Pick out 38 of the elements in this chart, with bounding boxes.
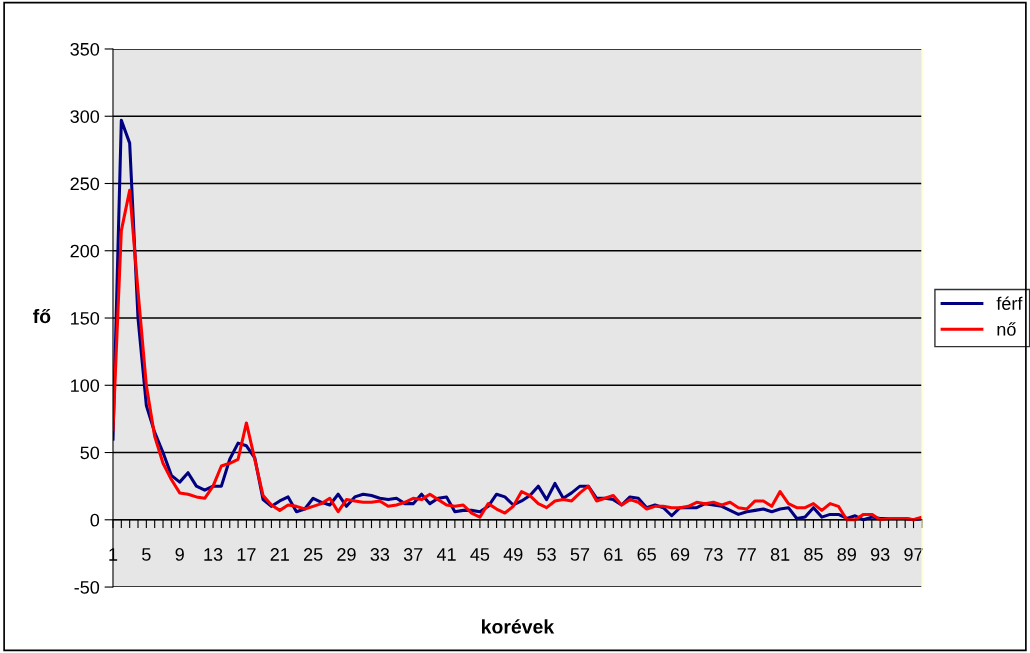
x-tick-label: 85 [804,548,823,561]
y-tick-label: 250 [70,177,100,191]
x-tick-label: 33 [370,548,390,561]
y-tick-label: 150 [71,311,100,325]
x-tick-label: 29 [337,548,356,561]
x-tick-label: 89 [837,548,856,561]
x-tick-label: 9 [175,548,184,561]
x-tick-label: 5 [142,548,151,561]
x-tick-label: 1 [109,548,118,561]
x-tick-label: 45 [470,548,490,561]
legend-label: férf [996,296,1023,310]
x-tick-label: 25 [303,548,323,561]
y-axis-title: fő [33,308,51,324]
y-tick-label: 300 [70,110,100,123]
y-tick-label: 350 [70,42,100,56]
x-tick-label: 17 [237,548,256,561]
y-tick-label: 50 [80,446,100,460]
x-tick-label: 77 [737,548,756,561]
legend-label: nő [997,322,1016,336]
x-tick-label: 37 [403,548,423,561]
x-tick-label: 49 [503,548,523,561]
x-axis-title: korévek [482,619,555,634]
x-tick-label: 93 [870,548,890,561]
x-tick-label: 97 [904,548,923,561]
x-tick-label: 65 [637,548,656,561]
x-tick-label: 41 [436,548,456,561]
x-tick-label: 13 [204,548,223,561]
x-tick-label: 81 [770,548,790,561]
y-tick-label: 100 [71,379,100,392]
x-tick-label: 53 [537,548,556,561]
x-tick-label: 57 [570,548,590,561]
y-tick-label: 200 [70,244,100,258]
x-tick-label: 73 [704,548,723,561]
x-tick-label: 21 [270,548,289,561]
y-tick-label: 0 [90,513,100,527]
x-tick-label: 61 [604,548,623,561]
y-tick-label: -50 [74,580,100,594]
x-tick-label: 69 [670,548,690,561]
